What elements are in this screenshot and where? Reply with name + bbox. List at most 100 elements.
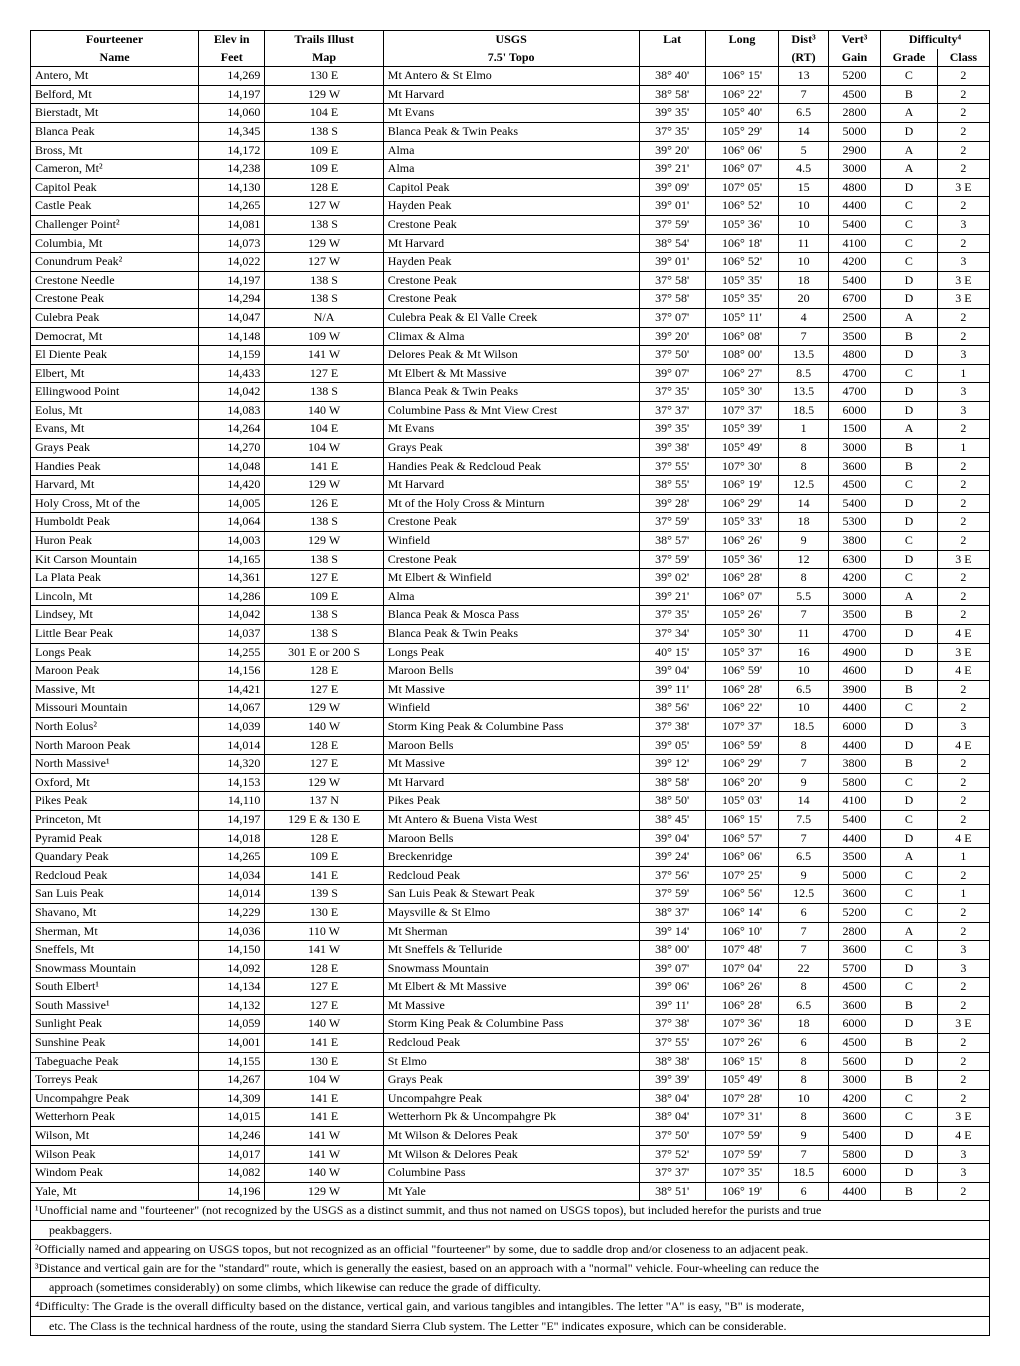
table-cell: 1 [937, 848, 989, 867]
table-cell: 15 [779, 178, 829, 197]
table-cell: 2 [937, 85, 989, 104]
table-cell: 138 S [265, 606, 383, 625]
table-cell: 5000 [828, 122, 880, 141]
table-cell: C [881, 476, 938, 495]
table-cell: Winfield [383, 532, 639, 551]
table-row: Snowmass Mountain14,092128 ESnowmass Mou… [31, 959, 990, 978]
table-cell: A [881, 104, 938, 123]
table-row: North Massive¹14,320127 EMt Massive39° 1… [31, 755, 990, 774]
table-cell: C [881, 253, 938, 272]
table-row: Pyramid Peak14,018128 EMaroon Bells39° 0… [31, 829, 990, 848]
table-cell: 2 [937, 792, 989, 811]
table-cell: 106° 28' [705, 569, 778, 588]
table-cell: 14 [779, 494, 829, 513]
table-cell: 3 [937, 1164, 989, 1183]
table-cell: 14,165 [199, 550, 265, 569]
table-cell: 4600 [828, 662, 880, 681]
table-cell: 2 [937, 160, 989, 179]
table-cell: 14,309 [199, 1089, 265, 1108]
table-cell: 127 E [265, 569, 383, 588]
table-cell: Tabeguache Peak [31, 1052, 199, 1071]
table-cell: 39° 20' [639, 327, 705, 346]
table-cell: 14,003 [199, 532, 265, 551]
table-cell: 14,255 [199, 643, 265, 662]
table-cell: 141 E [265, 866, 383, 885]
table-cell: 2 [937, 122, 989, 141]
table-cell: 4200 [828, 1089, 880, 1108]
table-cell: 2 [937, 1182, 989, 1201]
table-cell: 8 [779, 1052, 829, 1071]
table-cell: 140 W [265, 1015, 383, 1034]
table-cell: 13.5 [779, 346, 829, 365]
table-cell: Bross, Mt [31, 141, 199, 160]
table-cell: 106° 56' [705, 885, 778, 904]
table-cell: Mt Yale [383, 1182, 639, 1201]
table-cell: 140 W [265, 717, 383, 736]
table-cell: 8 [779, 439, 829, 458]
table-cell: 106° 28' [705, 680, 778, 699]
table-cell: 37° 37' [639, 1164, 705, 1183]
table-cell: Snowmass Mountain [383, 959, 639, 978]
table-cell: 39° 20' [639, 141, 705, 160]
table-cell: 39° 11' [639, 996, 705, 1015]
table-cell: 14,345 [199, 122, 265, 141]
table-cell: 107° 37' [705, 717, 778, 736]
table-cell: 4400 [828, 736, 880, 755]
table-cell: Alma [383, 160, 639, 179]
col-feet: Feet [199, 49, 265, 67]
table-cell: 14,420 [199, 476, 265, 495]
table-cell: 3 [937, 346, 989, 365]
table-cell: Storm King Peak & Columbine Pass [383, 1015, 639, 1034]
table-cell: 105° 49' [705, 1071, 778, 1090]
table-cell: 14,037 [199, 625, 265, 644]
table-cell: 3 E [937, 271, 989, 290]
table-cell: 130 E [265, 1052, 383, 1071]
table-cell: 5400 [828, 271, 880, 290]
table-cell: 8.5 [779, 364, 829, 383]
table-cell: 1 [937, 439, 989, 458]
table-cell: San Luis Peak [31, 885, 199, 904]
col-name: Name [31, 49, 199, 67]
table-cell: D [881, 550, 938, 569]
table-cell: 7 [779, 755, 829, 774]
table-cell: 7 [779, 327, 829, 346]
table-cell: 14,073 [199, 234, 265, 253]
table-cell: 107° 37' [705, 401, 778, 420]
table-cell: 6000 [828, 1015, 880, 1034]
table-row: Torreys Peak14,267104 WGrays Peak39° 39'… [31, 1071, 990, 1090]
table-cell: 10 [779, 215, 829, 234]
table-cell: 14,269 [199, 67, 265, 86]
table-cell: Pikes Peak [31, 792, 199, 811]
table-cell: 105° 36' [705, 550, 778, 569]
table-cell: 301 E or 200 S [265, 643, 383, 662]
table-row: Shavano, Mt14,229130 EMaysville & St Elm… [31, 903, 990, 922]
table-cell: 38° 40' [639, 67, 705, 86]
col-usgs: USGS [383, 31, 639, 49]
table-cell: 2 [937, 866, 989, 885]
col-gain: Gain [828, 49, 880, 67]
footnote-line: etc. The Class is the technical hardness… [30, 1317, 990, 1336]
table-cell: 3800 [828, 532, 880, 551]
table-cell: 2 [937, 922, 989, 941]
table-cell: B [881, 996, 938, 1015]
table-cell: 2 [937, 587, 989, 606]
table-cell: 12 [779, 550, 829, 569]
table-cell: Mt Sherman [383, 922, 639, 941]
table-cell: 140 W [265, 401, 383, 420]
table-cell: 3600 [828, 885, 880, 904]
table-cell: Antero, Mt [31, 67, 199, 86]
table-cell: Culebra Peak [31, 308, 199, 327]
table-cell: 39° 06' [639, 978, 705, 997]
table-cell: 14,036 [199, 922, 265, 941]
table-cell: 138 S [265, 513, 383, 532]
table-cell: Breckenridge [383, 848, 639, 867]
table-cell: Lindsey, Mt [31, 606, 199, 625]
table-row: Cameron, Mt²14,238109 EAlma39° 21'106° 0… [31, 160, 990, 179]
table-cell: 14 [779, 122, 829, 141]
table-cell: 107° 36' [705, 1015, 778, 1034]
table-cell: 6 [779, 1182, 829, 1201]
table-cell: Mt Sneffels & Telluride [383, 941, 639, 960]
table-row: Holy Cross, Mt of the14,005126 EMt of th… [31, 494, 990, 513]
table-cell: D [881, 829, 938, 848]
table-cell: 3500 [828, 327, 880, 346]
